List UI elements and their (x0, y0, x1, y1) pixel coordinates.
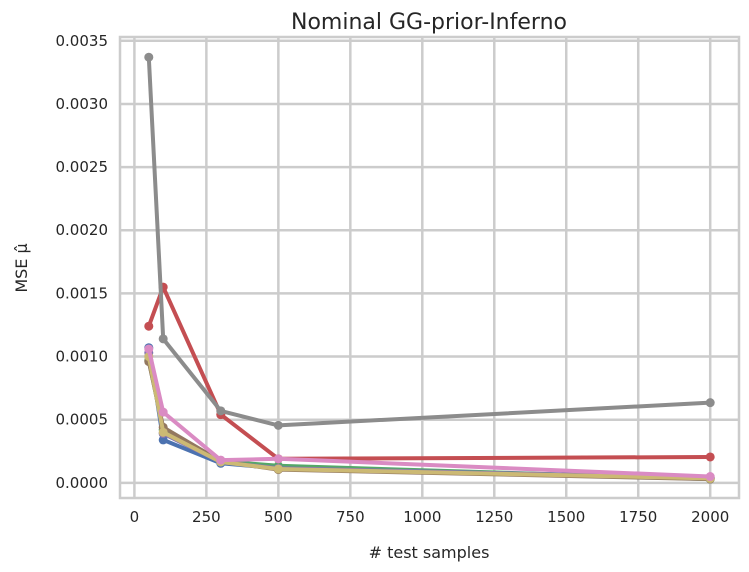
data-point (158, 407, 168, 417)
y-tick-label: 0.0010 (56, 348, 109, 366)
x-tick-label: 750 (336, 508, 365, 526)
x-tick-label: 1250 (475, 508, 513, 526)
y-tick-label: 0.0030 (56, 95, 109, 113)
data-point (273, 464, 283, 474)
y-tick-label: 0.0035 (56, 32, 109, 50)
series-7 (144, 52, 715, 430)
x-tick-label: 1000 (403, 508, 441, 526)
chart-title: Nominal GG-prior-Inferno (291, 10, 567, 35)
plot-background (120, 37, 739, 498)
y-tick-labels: 0.0000 0.0005 0.0010 0.0015 0.0020 0.0025 0.00… (56, 32, 109, 492)
data-point (158, 334, 168, 344)
data-point (158, 435, 168, 445)
x-tick-label: 1500 (547, 508, 585, 526)
y-tick-label: 0.0020 (56, 221, 109, 239)
y-tick-label: 0.0005 (56, 411, 109, 429)
plot-frame (118, 35, 741, 500)
x-axis-label: # test samples (369, 543, 490, 562)
data-point (216, 406, 226, 416)
data-point (144, 344, 154, 354)
data-point (158, 427, 168, 437)
y-tick-label: 0.0015 (56, 284, 109, 302)
data-point (144, 52, 154, 62)
y-tick-label: 0.0025 (56, 158, 109, 176)
data-point (705, 472, 715, 482)
grid (120, 37, 739, 498)
series-group (144, 52, 715, 484)
x-tick-label: 0 (130, 508, 140, 526)
y-axis-label: MSE μ̂ (12, 243, 31, 292)
x-tick-label: 2000 (691, 508, 729, 526)
y-tick-label: 0.0000 (56, 474, 109, 492)
data-point (705, 452, 715, 462)
x-tick-labels: 0 250 500 750 1000 1250 1500 1750 2000 (130, 508, 730, 526)
data-point (705, 398, 715, 408)
data-point (144, 321, 154, 331)
x-tick-label: 500 (264, 508, 293, 526)
data-point (273, 420, 283, 430)
series-8 (144, 344, 715, 482)
data-point (273, 454, 283, 464)
x-tick-label: 1750 (619, 508, 657, 526)
data-point (216, 455, 226, 465)
x-tick-label: 250 (192, 508, 221, 526)
